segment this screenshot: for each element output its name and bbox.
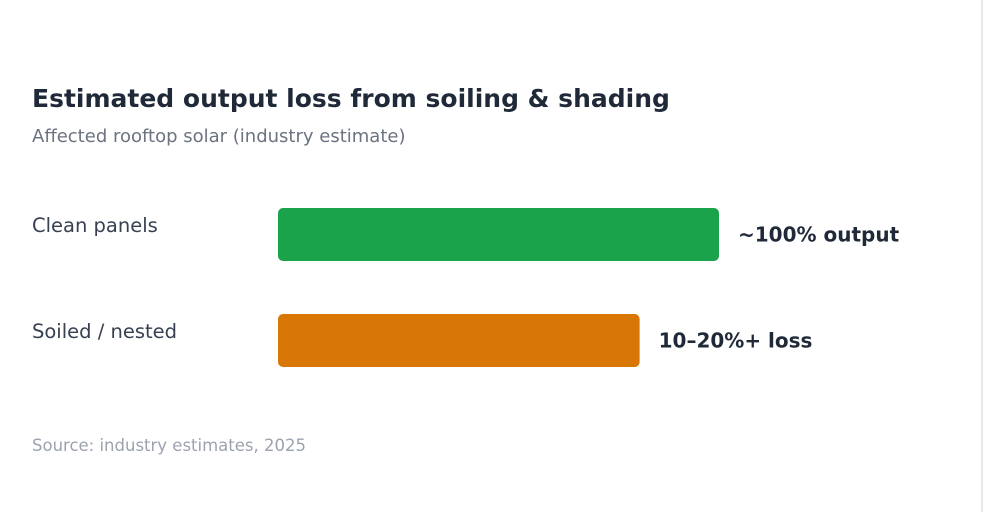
right-border <box>981 0 983 512</box>
bar <box>278 314 640 367</box>
category-label: Clean panels <box>32 214 158 237</box>
bar <box>278 208 719 261</box>
category-label: Soiled / nested <box>32 320 177 343</box>
data-label: 10–20%+ loss <box>659 329 813 353</box>
data-label: ~100% output <box>738 223 900 247</box>
chart-title: Estimated output loss from soiling & sha… <box>32 84 670 113</box>
source-note: Source: industry estimates, 2025 <box>32 436 306 455</box>
chart-subtitle: Affected rooftop solar (industry estimat… <box>32 126 406 147</box>
